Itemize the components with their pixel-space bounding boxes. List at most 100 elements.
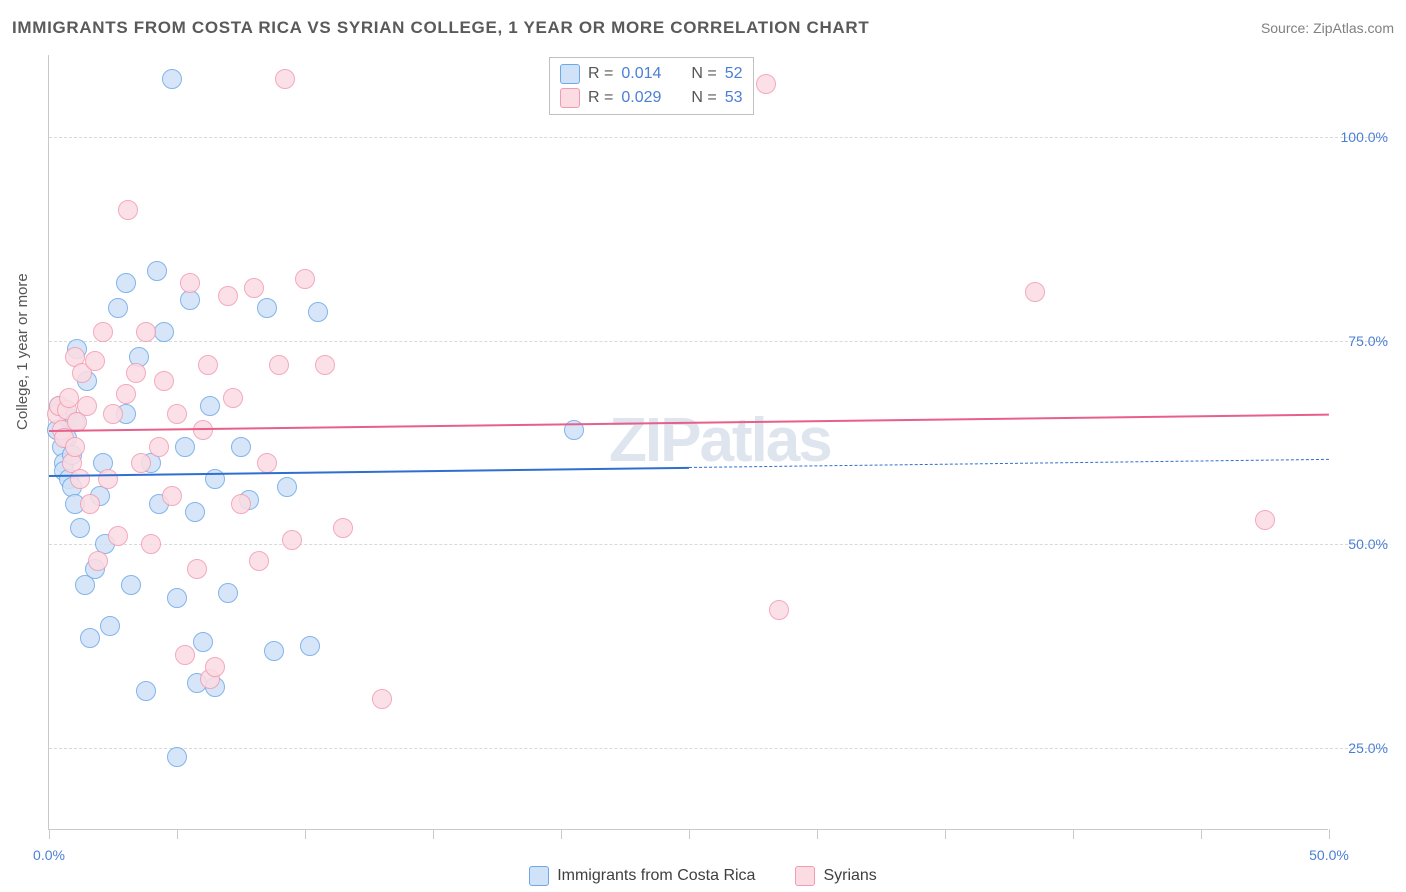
data-point [118,200,138,220]
x-tick [433,829,434,839]
data-point [218,286,238,306]
data-point [200,396,220,416]
x-tick [177,829,178,839]
data-point [372,689,392,709]
x-tick [1329,829,1330,839]
data-point [126,363,146,383]
data-point [175,645,195,665]
data-point [231,494,251,514]
data-point [70,469,90,489]
data-point [257,298,277,318]
data-point [1255,510,1275,530]
data-point [1025,282,1045,302]
data-point [295,269,315,289]
data-point [116,384,136,404]
legend-series-item: Syrians [795,866,876,886]
gridline-horizontal [49,544,1388,545]
x-tick [1073,829,1074,839]
x-tick [1201,829,1202,839]
gridline-horizontal [49,748,1388,749]
series-legend: Immigrants from Costa Rica Syrians [0,866,1406,886]
data-point [80,628,100,648]
legend-swatch [560,88,580,108]
data-point [141,534,161,554]
r-value: 0.029 [621,86,661,110]
data-point [198,355,218,375]
data-point [218,583,238,603]
y-axis-label: College, 1 year or more [14,273,31,430]
data-point [136,681,156,701]
gridline-horizontal [49,341,1388,342]
x-tick [689,829,690,839]
data-point [167,747,187,767]
data-point [300,636,320,656]
data-point [149,437,169,457]
data-point [308,302,328,322]
correlation-legend: R =0.014N =52R =0.029N =53 [549,57,754,115]
y-tick-label: 100.0% [1333,129,1388,145]
source-prefix: Source: [1261,20,1313,36]
x-tick [945,829,946,839]
chart-header: IMMIGRANTS FROM COSTA RICA VS SYRIAN COL… [12,18,1394,38]
r-label: R = [588,62,613,86]
data-point [264,641,284,661]
data-point [93,322,113,342]
data-point [180,273,200,293]
data-point [154,322,174,342]
n-value: 52 [725,62,743,86]
data-point [185,502,205,522]
legend-swatch [560,64,580,84]
data-point [100,616,120,636]
data-point [108,298,128,318]
legend-stat-row: R =0.029N =53 [560,86,743,110]
data-point [333,518,353,538]
x-tick-label: 0.0% [33,847,65,863]
r-value: 0.014 [621,62,661,86]
data-point [244,278,264,298]
data-point [277,477,297,497]
data-point [70,518,90,538]
x-tick [561,829,562,839]
data-point [167,404,187,424]
x-tick [817,829,818,839]
data-point [167,588,187,608]
data-point [175,437,195,457]
source-attribution: Source: ZipAtlas.com [1261,20,1394,36]
data-point [193,632,213,652]
data-point [315,355,335,375]
legend-series-item: Immigrants from Costa Rica [529,866,755,886]
legend-stat-row: R =0.014N =52 [560,62,743,86]
data-point [257,453,277,473]
data-point [88,551,108,571]
legend-swatch [795,866,815,886]
data-point [136,322,156,342]
data-point [154,371,174,391]
data-point [187,559,207,579]
y-tick-label: 25.0% [1333,740,1388,756]
source-name: ZipAtlas.com [1313,20,1394,36]
trend-line [689,459,1329,468]
legend-series-label: Syrians [823,867,876,885]
data-point [98,469,118,489]
n-value: 53 [725,86,743,110]
data-point [193,420,213,440]
data-point [116,273,136,293]
data-point [275,69,295,89]
data-point [108,526,128,546]
data-point [162,69,182,89]
n-label: N = [691,86,716,110]
legend-swatch [529,866,549,886]
x-tick [305,829,306,839]
chart-title: IMMIGRANTS FROM COSTA RICA VS SYRIAN COL… [12,18,869,38]
legend-series-label: Immigrants from Costa Rica [557,867,755,885]
data-point [249,551,269,571]
x-tick [49,829,50,839]
data-point [769,600,789,620]
data-point [756,74,776,94]
data-point [80,494,100,514]
data-point [121,575,141,595]
y-tick-label: 50.0% [1333,536,1388,552]
data-point [269,355,289,375]
y-tick-label: 75.0% [1333,333,1388,349]
data-point [85,351,105,371]
